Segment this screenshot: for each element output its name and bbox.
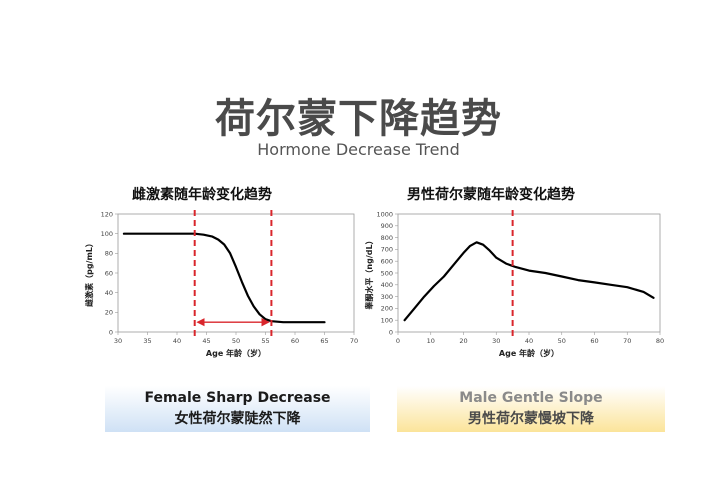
- female-x-tick-label: 40: [173, 337, 181, 345]
- female-y-tick-label: 100: [101, 230, 113, 238]
- male-y-tick-label: 100: [381, 317, 393, 325]
- female-x-tick-label: 70: [350, 337, 358, 345]
- male-plot-frame: [397, 213, 661, 333]
- male-x-tick-label: 30: [492, 337, 500, 345]
- male-y-tick-label: 800: [381, 234, 393, 242]
- male-x-tick-label: 50: [558, 337, 566, 345]
- female-estrogen-chart: 30 35 40 45 50 55 60 65 70 0 20 40 60 80 100 120 Age 年龄（…: [84, 210, 358, 358]
- male-x-tick-label: 80: [656, 337, 664, 345]
- female-x-tick-label: 35: [143, 337, 151, 345]
- female-y-tick-label: 60: [105, 269, 113, 277]
- male-y-tick-label: 200: [381, 305, 393, 313]
- female-chart-title: 雌激素随年龄变化趋势: [132, 187, 272, 203]
- page-subtitle: Hormone Decrease Trend: [257, 140, 460, 159]
- male-x-axis-label: Age 年龄（岁）: [499, 348, 559, 358]
- female-y-tick-label: 0: [109, 328, 113, 336]
- male-y-tick-label: 1000: [376, 210, 393, 218]
- female-x-tick-label: 55: [261, 337, 269, 345]
- male-caption: Male Gentle Slope 男性荷尔蒙慢坡下降: [397, 386, 665, 432]
- male-y-tick-label: 700: [381, 246, 393, 254]
- male-x-tick-label: 70: [623, 337, 631, 345]
- female-x-tick-label: 30: [114, 337, 122, 345]
- female-caption: Female Sharp Decrease 女性荷尔蒙陡然下降: [105, 386, 370, 432]
- male-caption-en: Male Gentle Slope: [459, 390, 603, 406]
- male-x-tick-label: 40: [525, 337, 533, 345]
- female-series-line: [122, 232, 326, 324]
- male-caption-zh: 男性荷尔蒙慢坡下降: [468, 411, 594, 427]
- male-y-tick-label: 0: [389, 328, 393, 336]
- female-y-tick-label: 40: [105, 289, 113, 297]
- male-testosterone-chart: 0 10 20 30 40 50 60 70 8001002003004005006007008…: [364, 210, 664, 358]
- male-y-tick-label: 500: [381, 269, 393, 277]
- male-x-tick-label: 60: [590, 337, 598, 345]
- male-y-axis-label: 睾酮水平（ng/dL）: [364, 236, 374, 309]
- female-y-tick-label: 20: [105, 309, 113, 317]
- male-y-tick-label: 600: [381, 258, 393, 266]
- male-chart-title: 男性荷尔蒙随年龄变化趋势: [407, 187, 575, 203]
- female-x-tick-label: 60: [291, 337, 299, 345]
- female-caption-zh: 女性荷尔蒙陡然下降: [174, 411, 301, 427]
- female-x-axis-label: Age 年龄（岁）: [206, 348, 266, 358]
- male-y-tick-label: 400: [381, 281, 393, 289]
- male-series-line: [403, 241, 655, 322]
- female-y-axis-label: 雌激素（pg/mL）: [84, 239, 94, 307]
- page-title: 荷尔蒙下降趋势: [215, 96, 502, 142]
- male-x-tick-label: 10: [427, 337, 435, 345]
- male-x-tick-label: 0: [396, 337, 400, 345]
- male-y-tick-label: 300: [381, 293, 393, 301]
- male-y-tick-label: 900: [381, 222, 393, 230]
- female-y-tick-label: 120: [101, 210, 113, 218]
- female-x-tick-label: 65: [320, 337, 328, 345]
- male-x-tick-label: 20: [459, 337, 467, 345]
- female-caption-en: Female Sharp Decrease: [144, 390, 331, 406]
- female-x-tick-label: 50: [232, 337, 240, 345]
- female-x-tick-label: 45: [202, 337, 210, 345]
- female-y-tick-label: 80: [105, 250, 113, 258]
